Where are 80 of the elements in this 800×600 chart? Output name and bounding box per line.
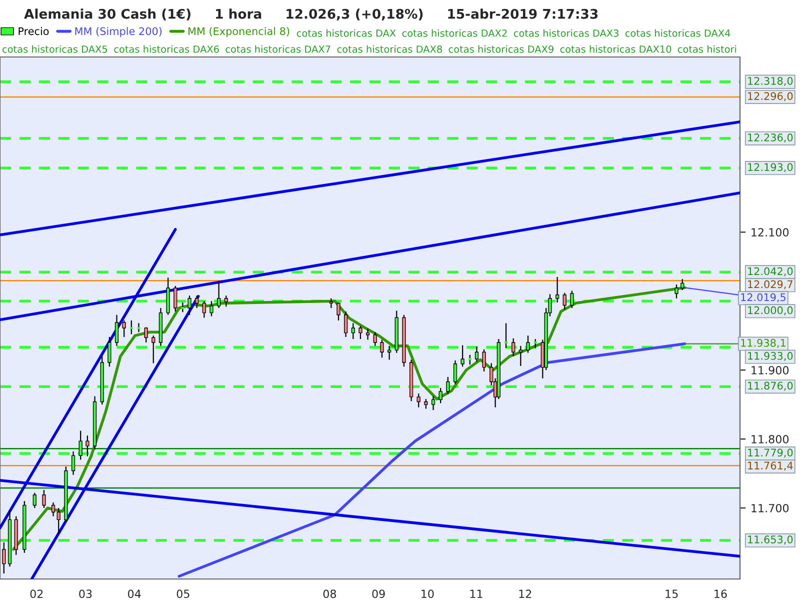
candlestick bbox=[674, 284, 678, 299]
x-tick-label: 03 bbox=[79, 590, 92, 598]
text: cotas histori bbox=[678, 45, 736, 53]
line-series bbox=[178, 342, 686, 578]
text: cotas historicas DAX7 bbox=[226, 45, 330, 53]
text: cotas historicas DAX10 bbox=[560, 45, 672, 53]
y-tick-label: 11.700 bbox=[752, 504, 789, 512]
candlestick bbox=[144, 326, 148, 344]
y-tick-label: 11.900 bbox=[752, 366, 789, 374]
candlestick bbox=[2, 542, 6, 574]
candlestick bbox=[71, 450, 76, 476]
candlestick bbox=[416, 392, 420, 408]
ref-line-label: 12.193,0 bbox=[748, 163, 793, 172]
text: MM (Simple 200) bbox=[75, 27, 162, 38]
text: cotas historicas DAX8 bbox=[337, 45, 442, 53]
text: cotas historicas DAX2 bbox=[402, 29, 507, 37]
candlestick bbox=[344, 310, 348, 338]
ref-line-label: 11.761,4 bbox=[748, 462, 793, 471]
candlestick bbox=[373, 332, 377, 346]
candlestick bbox=[431, 396, 436, 411]
ref-line-label: 12.042,0 bbox=[748, 267, 793, 276]
text: Precio bbox=[18, 27, 49, 36]
candlestick bbox=[680, 278, 684, 291]
text: cotas historicas DAX bbox=[296, 29, 396, 37]
x-tick-label: 11 bbox=[470, 590, 482, 598]
ref-line-label: 11.653,0 bbox=[748, 536, 793, 544]
y-tick-label: 12.100 bbox=[752, 228, 789, 237]
x-tick-label: 12 bbox=[519, 590, 532, 598]
text: cotas historicas DAX6 bbox=[114, 45, 219, 53]
x-tick-label: 08 bbox=[323, 590, 336, 598]
annotation: 11.938,1 bbox=[741, 338, 786, 348]
candlestick bbox=[152, 335, 156, 364]
candlestick bbox=[351, 322, 355, 340]
candlestick bbox=[453, 360, 458, 384]
candlestick bbox=[224, 295, 228, 308]
candlestick bbox=[210, 300, 214, 317]
x-tick-label: 02 bbox=[30, 590, 43, 598]
ref-line-label: 11.876,0 bbox=[748, 382, 793, 391]
x-tick-label: 09 bbox=[372, 590, 385, 598]
x-tick-label: 15 bbox=[666, 590, 678, 598]
text: cotas historicas DAX3 bbox=[514, 29, 618, 37]
candlestick bbox=[424, 398, 428, 410]
candlestick bbox=[562, 292, 566, 310]
text: cotas historicas DAX5 bbox=[2, 45, 108, 53]
candlestick bbox=[366, 328, 370, 340]
x-tick-label: 05 bbox=[176, 590, 190, 598]
candlestick bbox=[195, 295, 199, 309]
candlestick bbox=[122, 320, 126, 338]
ref-line-label: 12.029,7 bbox=[748, 280, 792, 290]
x-tick-label: 04 bbox=[128, 590, 141, 598]
candlestick bbox=[482, 348, 486, 372]
candlestick bbox=[358, 325, 362, 340]
candlestick bbox=[51, 502, 56, 517]
x-tick-label: 16 bbox=[714, 590, 727, 598]
candlestick bbox=[32, 492, 36, 509]
candlestick bbox=[336, 302, 340, 321]
text: MM (Exponencial 8) bbox=[188, 27, 290, 38]
candlestick bbox=[512, 338, 516, 357]
candlestick bbox=[56, 507, 60, 535]
ref-line-label: 12.236,0 bbox=[748, 134, 793, 142]
candlestick bbox=[86, 435, 90, 457]
chart-title: Alemania 30 Cash (1€) 1 hora 12.026,3 (+0,18%) 15-abr-2019 7:17:33 bbox=[24, 8, 598, 21]
ref-line-label: 12.000,0 bbox=[748, 306, 793, 316]
ref-line-label: 12.318,0 bbox=[748, 76, 793, 86]
text: cotas historicas DAX9 bbox=[448, 45, 554, 53]
candlestick bbox=[42, 489, 46, 509]
candlestick bbox=[380, 339, 384, 358]
x-tick-label: 10 bbox=[422, 590, 434, 598]
candlestick bbox=[174, 285, 178, 312]
candlestick bbox=[438, 387, 442, 404]
ref-line-label: 12.296,0 bbox=[748, 92, 793, 102]
text: cotas historicas DAX4 bbox=[625, 29, 730, 37]
candlestick bbox=[460, 344, 464, 368]
ref-line-label: 11.779,0 bbox=[748, 448, 793, 458]
ref-line-label: 11.933,0 bbox=[748, 352, 793, 361]
candlestick bbox=[518, 345, 522, 366]
annotation: 12.019,5 bbox=[741, 293, 786, 302]
candlestick bbox=[329, 298, 333, 309]
candlestick bbox=[202, 300, 206, 318]
y-tick-label: 11.800 bbox=[752, 434, 789, 444]
